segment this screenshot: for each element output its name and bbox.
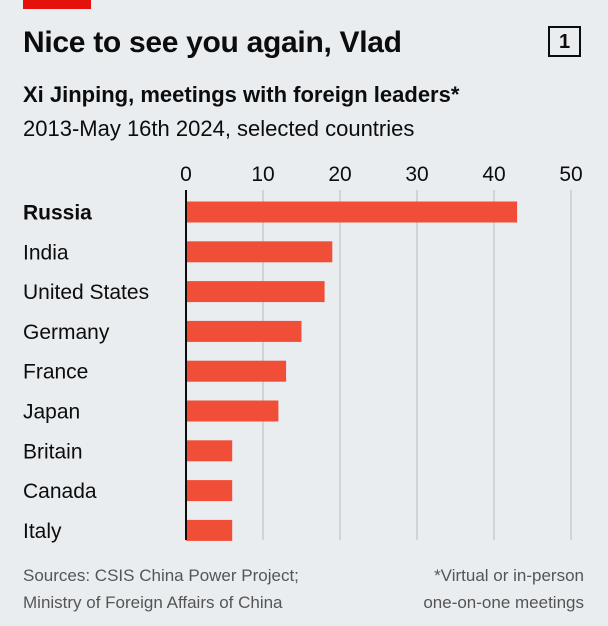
bar	[186, 201, 518, 223]
bar-chart: 0 10 20 30 40 50 Russia India United States Germa…	[23, 163, 583, 543]
bar	[186, 281, 325, 303]
bar	[186, 519, 233, 541]
bar	[186, 320, 302, 342]
chart-title: Nice to see you again, Vlad	[23, 26, 402, 59]
footnote-line-2: one-on-one meetings	[423, 593, 584, 612]
bar	[186, 440, 233, 462]
x-tick-label: 40	[482, 163, 505, 186]
category-label: Russia	[23, 202, 92, 225]
category-label: Japan	[23, 401, 80, 424]
x-tick-label: 30	[405, 163, 428, 186]
category-label: United States	[23, 281, 149, 304]
chart-subtitle-range: 2013-May 16th 2024, selected countries	[23, 116, 415, 141]
brand-red-tag	[23, 0, 91, 9]
category-label: Britain	[23, 440, 83, 463]
x-tick-label: 50	[559, 163, 582, 186]
source-line-2: Ministry of Foreign Affairs of China	[23, 593, 283, 612]
bar	[186, 480, 233, 502]
x-tick-label: 10	[251, 163, 274, 186]
footnote: *Virtual or in-person one-on-one meeting…	[423, 562, 584, 616]
category-label: France	[23, 361, 88, 384]
source-line-1: Sources: CSIS China Power Project;	[23, 566, 299, 585]
category-label: Canada	[23, 480, 97, 503]
category-label: India	[23, 241, 69, 264]
x-tick-label: 0	[180, 163, 192, 186]
category-label: Germany	[23, 321, 110, 344]
bar	[186, 360, 287, 382]
chart-subtitle: Xi Jinping, meetings with foreign leader…	[23, 82, 460, 107]
category-label: Italy	[23, 520, 62, 543]
source-note: Sources: CSIS China Power Project; Minis…	[23, 562, 299, 616]
bar	[186, 241, 333, 263]
chart-number-badge: 1	[548, 26, 581, 57]
x-tick-label: 20	[328, 163, 351, 186]
bar	[186, 400, 279, 422]
footnote-line-1: *Virtual or in-person	[434, 566, 584, 585]
